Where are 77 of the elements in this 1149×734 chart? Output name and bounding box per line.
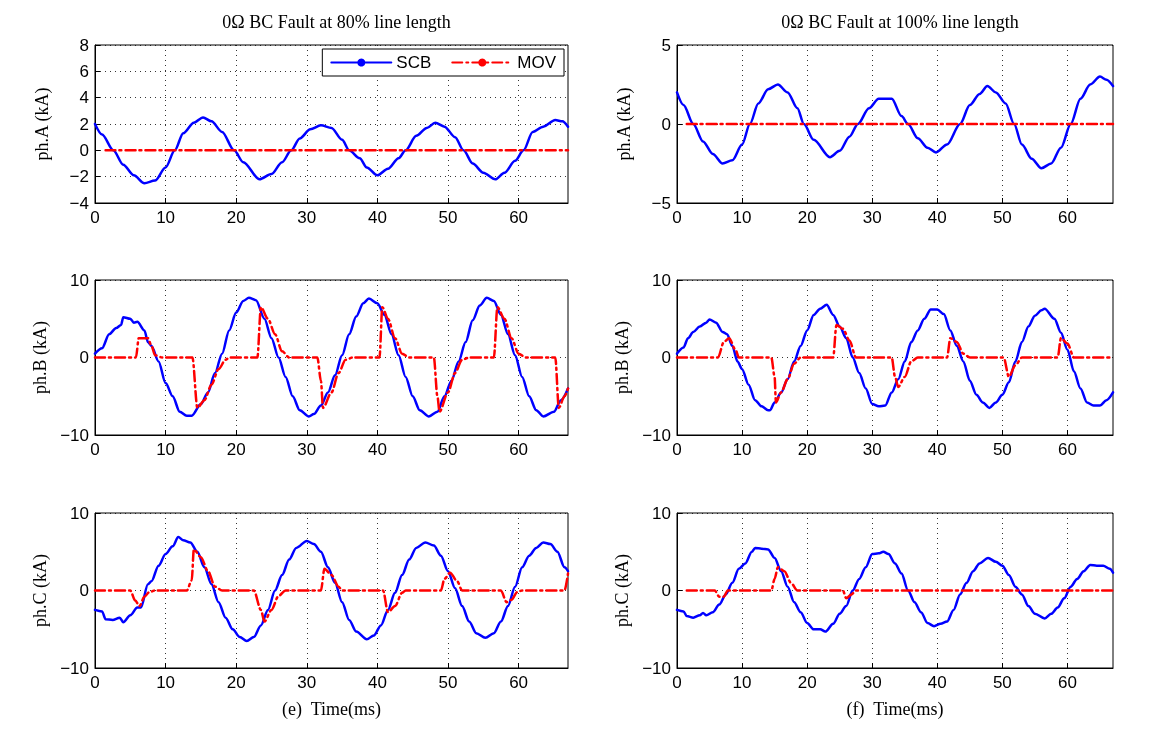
legend-label: SCB: [396, 53, 432, 72]
x-tick-label: 40: [927, 673, 947, 692]
legend-label: MOV: [517, 53, 557, 72]
x-tick-label: 20: [226, 208, 246, 227]
x-tick-label: 40: [927, 208, 947, 227]
x-tick-label: 30: [297, 440, 317, 459]
y-tick-label: 10: [70, 503, 89, 523]
x-tick-label: 60: [509, 673, 529, 692]
x-tick-label: 60: [1057, 208, 1077, 227]
x-tick-label: 30: [862, 208, 882, 227]
y-tick-label: −4: [69, 193, 89, 213]
x-tick-label: 50: [992, 208, 1012, 227]
x-tick-label: 40: [367, 208, 387, 227]
line-series: [675, 546, 1115, 633]
y-tick-label: 0: [79, 581, 89, 600]
x-tick-label: 10: [156, 440, 176, 459]
x-axis-title: (e) Time(ms): [282, 699, 382, 720]
x-tick-label: 10: [156, 208, 176, 227]
x-tick-label: 60: [509, 208, 529, 227]
y-tick-label: 10: [652, 270, 671, 290]
y-tick-label: −10: [60, 425, 89, 445]
y-tick-label: 0: [79, 348, 89, 367]
chart-title: 0Ω BC Fault at 80% line length: [222, 12, 451, 32]
x-tick-label: 20: [226, 440, 246, 459]
y-tick-label: 2: [79, 114, 89, 134]
chart-title: 0Ω BC Fault at 100% line length: [781, 12, 1019, 32]
y-tick-label: 0: [79, 140, 89, 160]
x-tick-label: 40: [927, 440, 947, 459]
x-tick-label: 60: [1057, 440, 1077, 459]
x-tick-label: 10: [732, 440, 752, 459]
x-tick-label: 20: [797, 440, 817, 459]
line-series: [685, 566, 1115, 600]
x-tick-label: 20: [226, 673, 246, 692]
y-tick-label: 8: [79, 35, 89, 55]
y-tick-label: 4: [79, 88, 89, 108]
y-tick-label: −10: [642, 425, 671, 445]
line-series: [93, 535, 570, 643]
x-tick-label: 30: [297, 208, 317, 227]
x-tick-label: 50: [992, 440, 1012, 459]
y-tick-label: 6: [79, 61, 89, 81]
line-series: [675, 75, 1115, 170]
y-axis-title: ph.B (kA): [612, 321, 634, 394]
x-tick-label: 50: [438, 440, 458, 459]
line-series: [93, 116, 570, 185]
line-series: [93, 548, 570, 623]
x-tick-label: 10: [156, 673, 176, 692]
y-axis-title: ph.C (kA): [612, 554, 634, 627]
x-tick-label: 10: [732, 208, 752, 227]
y-tick-label: 10: [70, 270, 89, 290]
x-tick-label: 60: [1057, 673, 1077, 692]
y-tick-label: 0: [661, 348, 671, 367]
y-tick-label: 0: [661, 114, 671, 134]
x-tick-label: 20: [797, 208, 817, 227]
x-tick-label: 50: [438, 208, 458, 227]
y-tick-label: 5: [661, 35, 671, 55]
y-tick-label: −10: [60, 658, 89, 678]
x-tick-label: 20: [797, 673, 817, 692]
x-tick-label: 30: [862, 440, 882, 459]
y-axis-title: ph.C (kA): [30, 554, 52, 627]
x-axis-title: (f) Time(ms): [846, 699, 944, 720]
x-tick-label: 40: [367, 440, 387, 459]
x-tick-label: 60: [509, 440, 529, 459]
y-tick-label: 0: [661, 581, 671, 600]
x-tick-label: 30: [297, 673, 317, 692]
y-axis-title: ph.B (kA): [30, 321, 52, 394]
y-tick-label: −10: [642, 658, 671, 678]
y-axis-title: ph.A (kA): [614, 87, 635, 161]
y-tick-label: −5: [651, 193, 671, 213]
x-tick-label: 50: [992, 673, 1012, 692]
x-tick-label: 30: [862, 673, 882, 692]
y-tick-label: −2: [69, 167, 89, 187]
line-series: [675, 303, 1115, 412]
x-tick-label: 10: [732, 673, 752, 692]
x-tick-label: 50: [438, 673, 458, 692]
y-tick-label: 10: [652, 503, 671, 523]
y-axis-title: ph.A (kA): [32, 87, 53, 161]
x-tick-label: 40: [367, 673, 387, 692]
